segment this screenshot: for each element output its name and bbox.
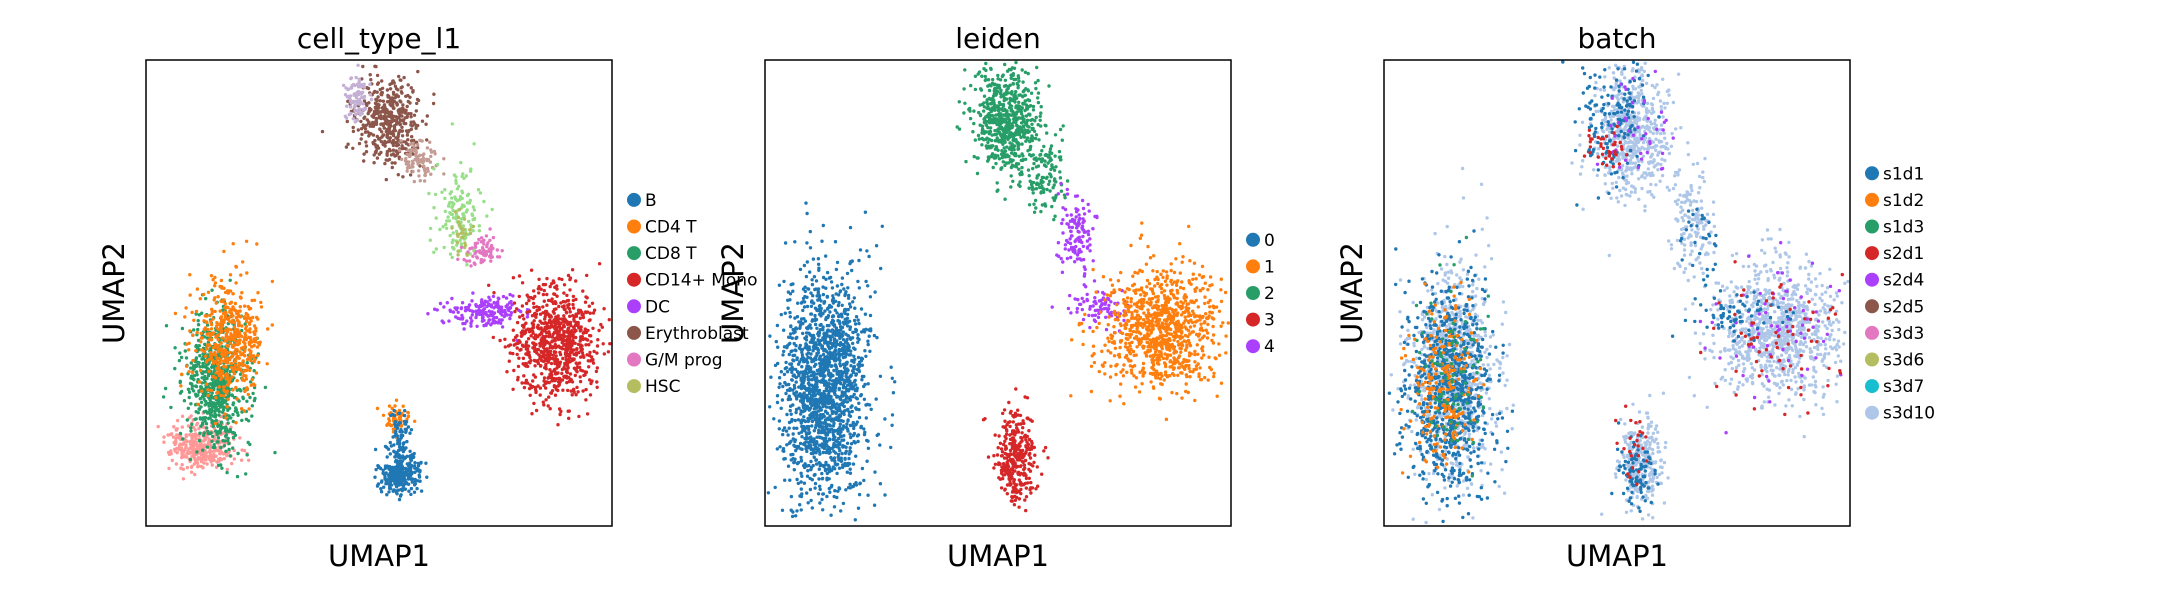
legend-label: B — [645, 191, 657, 211]
legend-label: 4 — [1264, 337, 1275, 357]
legend-cell-type: B CD4 T CD8 T CD14+ Mono DC Erythroblast G/M p… — [627, 191, 757, 397]
panel-cell-type: cell_type_l1 UMAP1 UMAP2 B CD4 T CD8 T CD14… — [97, 22, 757, 573]
legend-marker — [1865, 352, 1879, 367]
legend-marker — [627, 299, 641, 314]
point-cluster-6 — [1683, 227, 1850, 439]
legend-label: CD4 T — [645, 218, 697, 238]
panel-leiden: leiden UMAP1 UMAP2 0 1 2 3 4 — [716, 22, 1275, 573]
legend-label: G/M prog — [645, 351, 723, 371]
legend-marker — [1246, 259, 1260, 274]
legend-marker — [1865, 272, 1879, 287]
legend-label: s3d3 — [1883, 324, 1924, 344]
legend-label: s1d3 — [1883, 218, 1924, 238]
point-cluster-0 — [955, 60, 1063, 201]
legend-label: s3d6 — [1883, 351, 1924, 371]
scatter-points-leiden — [766, 60, 1230, 522]
legend-marker — [627, 272, 641, 287]
point-cluster-5 — [456, 227, 504, 268]
y-axis-label: UMAP2 — [97, 242, 131, 344]
legend-marker — [1865, 299, 1879, 314]
legend-marker — [1865, 219, 1879, 234]
plot-frame — [764, 59, 1232, 527]
scatter-points-cell-type — [156, 63, 612, 502]
legend-marker — [1246, 312, 1260, 327]
point-cluster-3 — [1050, 279, 1130, 335]
x-axis-label: UMAP1 — [947, 539, 1049, 573]
y-axis-label: UMAP2 — [716, 242, 750, 344]
point-cluster-11 — [1387, 229, 1515, 524]
legend-label: DC — [645, 297, 670, 317]
legend-marker — [627, 246, 641, 261]
legend-marker — [1865, 166, 1879, 181]
legend-marker — [1246, 232, 1260, 247]
legend-label: s2d5 — [1883, 297, 1924, 317]
point-cluster-2 — [1055, 181, 1099, 304]
legend-label: 1 — [1264, 257, 1275, 277]
point-cluster-7 — [487, 262, 612, 427]
legend-label: 3 — [1264, 311, 1275, 331]
point-cluster-8 — [156, 411, 251, 481]
legend-label: s1d2 — [1883, 191, 1924, 211]
legend-marker — [627, 379, 641, 394]
panel-title: cell_type_l1 — [297, 22, 461, 55]
point-cluster-3 — [1582, 124, 1629, 169]
plot-frame — [1383, 59, 1851, 527]
legend-label: 2 — [1264, 284, 1275, 304]
point-cluster-12 — [1399, 280, 1486, 475]
legend-leiden: 0 1 2 3 4 — [1246, 231, 1275, 357]
y-axis-label: UMAP2 — [1335, 242, 1369, 344]
legend-marker — [627, 219, 641, 234]
legend-label: HSC — [645, 377, 680, 397]
point-cluster-0 — [320, 64, 436, 182]
legend-marker — [627, 352, 641, 367]
legend-label: s2d4 — [1883, 271, 1924, 291]
legend-marker — [1865, 325, 1879, 340]
panel-title: batch — [1577, 22, 1656, 55]
legend-marker — [1865, 246, 1879, 261]
legend-marker — [1246, 339, 1260, 354]
legend-label: s2d1 — [1883, 244, 1924, 264]
point-cluster-13 — [386, 408, 414, 470]
x-axis-label: UMAP1 — [328, 539, 430, 573]
point-cluster-15 — [1610, 421, 1660, 513]
point-cluster-2 — [397, 138, 446, 184]
point-cluster-1 — [1561, 60, 1661, 207]
legend-label: s1d1 — [1883, 164, 1924, 184]
point-cluster-1 — [1018, 124, 1070, 222]
legend-label: Erythroblast — [645, 324, 749, 344]
legend-marker — [1246, 286, 1260, 300]
point-cluster-0 — [1570, 61, 1693, 258]
legend-marker — [1865, 192, 1879, 207]
legend-label: CD14+ Mono — [645, 271, 757, 291]
legend-label: 0 — [1264, 231, 1275, 251]
point-cluster-16 — [1614, 404, 1649, 486]
legend-marker — [627, 192, 641, 207]
point-cluster-1 — [341, 63, 374, 124]
point-cluster-4 — [450, 207, 476, 257]
panel-title: leiden — [955, 22, 1041, 55]
scatter-points-batch — [1387, 60, 1850, 525]
legend-batch: s1d1 s1d2 s1d3 s2d1 s2d4 s2d5 s3d3 s3d6 s3d7 s3d1… — [1865, 164, 1935, 424]
legend-marker — [627, 325, 641, 340]
point-cluster-6 — [981, 387, 1050, 513]
panel-batch: batch UMAP1 UMAP2 s1d1 s1d2 s1d3 s2d1 s2d4 s2… — [1335, 22, 1935, 573]
x-axis-label: UMAP1 — [1566, 539, 1668, 573]
legend-label: s3d7 — [1883, 377, 1924, 397]
point-cluster-9 — [1670, 262, 1795, 343]
point-cluster-10 — [173, 239, 275, 426]
point-cluster-4 — [1667, 141, 1717, 306]
plot-frame — [145, 59, 613, 527]
legend-label: s3d10 — [1883, 404, 1935, 424]
point-cluster-11 — [373, 439, 429, 502]
point-cluster-5 — [766, 201, 897, 522]
legend-label: CD8 T — [645, 244, 697, 264]
legend-marker — [1865, 379, 1879, 394]
point-cluster-4 — [1069, 221, 1230, 422]
legend-marker — [1865, 405, 1879, 420]
